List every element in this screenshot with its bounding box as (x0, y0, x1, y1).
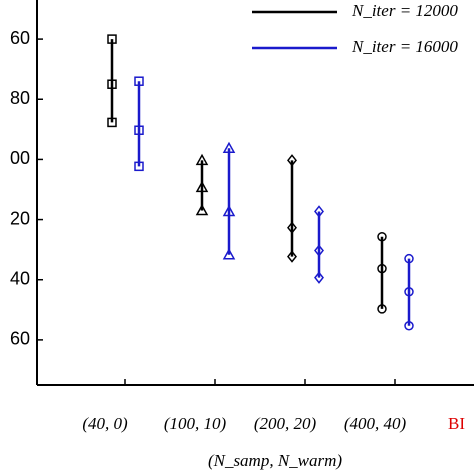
marker (134, 125, 144, 135)
x-tick-label: (200, 20) (254, 414, 317, 433)
marker (377, 231, 387, 242)
marker (134, 76, 144, 86)
marker (222, 248, 236, 260)
marker (287, 250, 297, 263)
y-tick-label: 60 (10, 28, 30, 48)
x-tick-label: (40, 0) (82, 414, 128, 433)
y-tick-label: 40 (10, 268, 30, 288)
marker (107, 79, 117, 89)
marker (107, 34, 117, 44)
marker (134, 161, 144, 172)
marker (377, 304, 387, 314)
marker (287, 221, 297, 234)
marker (222, 204, 236, 217)
marker (377, 263, 387, 274)
marker (314, 244, 324, 257)
legend-label: N_iter = 16000 (351, 37, 458, 56)
y-tick-label: 60 (10, 329, 30, 349)
marker (195, 153, 209, 166)
annotation: BI (448, 414, 465, 433)
legend-label: N_iter = 12000 (351, 1, 458, 20)
x-tick-label: (400, 40) (344, 414, 407, 433)
marker (195, 204, 209, 216)
marker (404, 253, 414, 264)
y-tick-label: 20 (10, 208, 30, 228)
x-axis-label: (N_samp, N_warm) (208, 451, 342, 470)
marker (314, 205, 324, 218)
marker (314, 271, 324, 284)
marker (404, 287, 414, 297)
marker (107, 117, 117, 128)
y-tick-label: 80 (10, 88, 30, 108)
x-tick-label: (100, 10) (164, 414, 227, 433)
marker (287, 154, 297, 167)
marker (404, 320, 414, 331)
y-tick-label: 00 (10, 148, 30, 168)
marker (195, 180, 209, 193)
marker (222, 141, 236, 154)
